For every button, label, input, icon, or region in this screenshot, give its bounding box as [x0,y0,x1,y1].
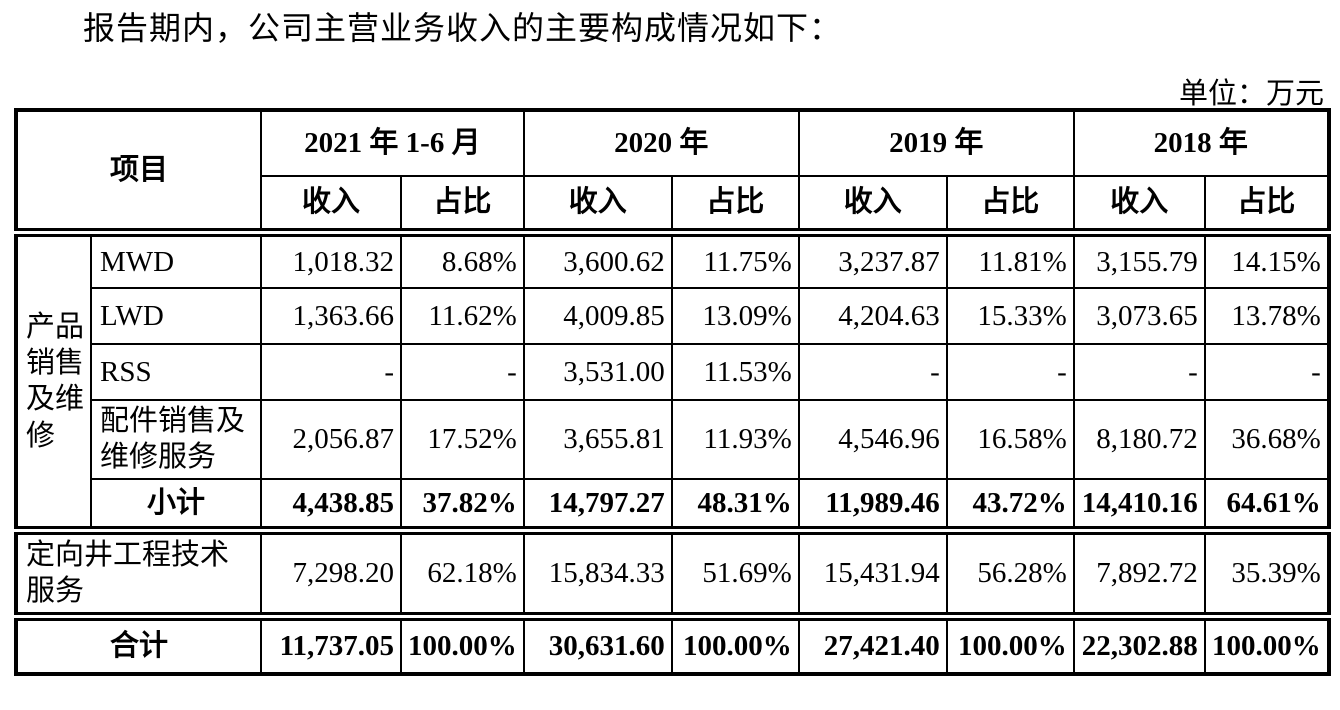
table-row-subtotal: 小计 4,438.85 37.82% 14,797.27 48.31% 11,9… [16,477,1330,532]
header-income-2020: 收入 [522,175,673,233]
subtotal-2020-ratio: 48.31% [670,477,800,532]
directional-2018-ratio: 35.39% [1203,526,1330,617]
row-label-parts-text: 配件销售及维修服务 [100,405,246,474]
mwd-2021-ratio: 8.68% [400,227,525,289]
subtotal-2019-ratio: 43.72% [945,477,1075,532]
total-2020-ratio: 100.00% [670,611,800,675]
parts-2020-income: 3,655.81 [522,399,673,480]
row-label-mwd: MWD [90,227,262,289]
parts-2018-ratio: 36.68% [1203,399,1330,480]
lwd-2019-ratio: 15.33% [945,287,1075,345]
row-label-total: 合计 [15,611,262,675]
header-ratio-2020: 占比 [670,175,800,233]
mwd-2018-ratio: 14.15% [1203,227,1330,289]
directional-2020-ratio: 51.69% [670,526,800,617]
unit-label: 单位：万元 [1178,78,1324,110]
row-label-directional-text: 定向井工程技术服务 [26,539,230,608]
rss-2018-ratio: - [1203,343,1330,401]
directional-2019-income: 15,431.94 [797,526,948,617]
subtotal-2018-ratio: 64.61% [1203,477,1330,532]
lwd-2019-income: 4,204.63 [797,287,948,345]
header-ratio-2021h1: 占比 [400,175,525,233]
rss-2021-income: - [260,343,402,401]
row-label-lwd: LWD [90,287,262,345]
lwd-2018-income: 3,073.65 [1072,287,1206,345]
row-label-rss: RSS [90,343,262,401]
group-label-product-sales: 产品销售及维修 [15,227,92,532]
table-row-total: 合计 11,737.05 100.00% 30,631.60 100.00% 2… [15,611,1330,675]
subtotal-2019-income: 11,989.46 [797,477,948,532]
table-row-lwd: LWD 1,363.66 11.62% 4,009.85 13.09% 4,20… [16,287,1330,345]
revenue-composition-table: 项目 2021 年 1-6 月 2020 年 2019 年 2018 年 收入 … [14,108,1331,676]
directional-2020-income: 15,834.33 [522,526,673,617]
table-row-rss: RSS - - 3,531.00 11.53% - - - - [16,343,1330,401]
total-2019-income: 27,421.40 [797,611,948,675]
group-label-text: 产品销售及维修 [26,310,85,452]
header-row-subcolumns: 收入 占比 收入 占比 收入 占比 收入 占比 [16,175,1330,233]
subtotal-2020-income: 14,797.27 [522,477,673,532]
subtotal-2018-income: 14,410.16 [1072,477,1206,532]
row-label-parts-service: 配件销售及维修服务 [90,399,262,480]
header-period-2019: 2019 年 [797,109,1075,177]
mwd-2020-income: 3,600.62 [522,227,673,289]
directional-2021-income: 7,298.20 [260,526,402,617]
row-label-directional-drilling: 定向井工程技术服务 [15,526,262,617]
total-2018-ratio: 100.00% [1203,611,1330,675]
intro-paragraph: 报告期内，公司主营业务收入的主要构成情况如下： [83,10,843,46]
parts-2021-income: 2,056.87 [260,399,402,480]
directional-2019-ratio: 56.28% [945,526,1075,617]
total-2018-income: 22,302.88 [1072,611,1206,675]
parts-2020-ratio: 11.93% [670,399,800,480]
header-ratio-2018: 占比 [1203,175,1330,233]
mwd-2019-income: 3,237.87 [797,227,948,289]
parts-2018-income: 8,180.72 [1072,399,1206,480]
rss-2021-ratio: - [400,343,525,401]
table-row-directional-drilling: 定向井工程技术服务 7,298.20 62.18% 15,834.33 51.6… [15,526,1330,617]
lwd-2020-ratio: 13.09% [670,287,800,345]
subtotal-2021-ratio: 37.82% [400,477,525,532]
lwd-2021-ratio: 11.62% [400,287,525,345]
parts-2021-ratio: 17.52% [400,399,525,480]
parts-2019-ratio: 16.58% [945,399,1075,480]
directional-2021-ratio: 62.18% [400,526,525,617]
mwd-2018-income: 3,155.79 [1072,227,1206,289]
lwd-2021-income: 1,363.66 [260,287,402,345]
rss-2019-ratio: - [945,343,1075,401]
header-income-2021h1: 收入 [260,175,402,233]
table-row-parts-service: 配件销售及维修服务 2,056.87 17.52% 3,655.81 11.93… [16,399,1330,480]
rss-2020-income: 3,531.00 [522,343,673,401]
subtotal-2021-income: 4,438.85 [260,477,402,532]
rss-2019-income: - [797,343,948,401]
header-income-2018: 收入 [1072,175,1206,233]
mwd-2019-ratio: 11.81% [945,227,1075,289]
header-row-periods: 项目 2021 年 1-6 月 2020 年 2019 年 2018 年 [15,109,1330,233]
rss-2018-income: - [1072,343,1206,401]
total-2021-income: 11,737.05 [260,611,402,675]
total-2019-ratio: 100.00% [945,611,1075,675]
mwd-2020-ratio: 11.75% [670,227,800,289]
lwd-2018-ratio: 13.78% [1203,287,1330,345]
total-2021-ratio: 100.00% [400,611,525,675]
header-item: 项目 [15,109,262,233]
total-2020-income: 30,631.60 [522,611,673,675]
header-period-2021h1: 2021 年 1-6 月 [260,109,525,177]
header-income-2019: 收入 [797,175,948,233]
header-ratio-2019: 占比 [945,175,1075,233]
mwd-2021-income: 1,018.32 [260,227,402,289]
header-period-2020: 2020 年 [522,109,800,177]
rss-2020-ratio: 11.53% [670,343,800,401]
directional-2018-income: 7,892.72 [1072,526,1206,617]
parts-2019-income: 4,546.96 [797,399,948,480]
row-label-subtotal: 小计 [90,477,262,532]
header-period-2018: 2018 年 [1072,109,1330,177]
table-row-mwd: 产品销售及维修 MWD 1,018.32 8.68% 3,600.62 11.7… [15,227,1330,532]
lwd-2020-income: 4,009.85 [522,287,673,345]
